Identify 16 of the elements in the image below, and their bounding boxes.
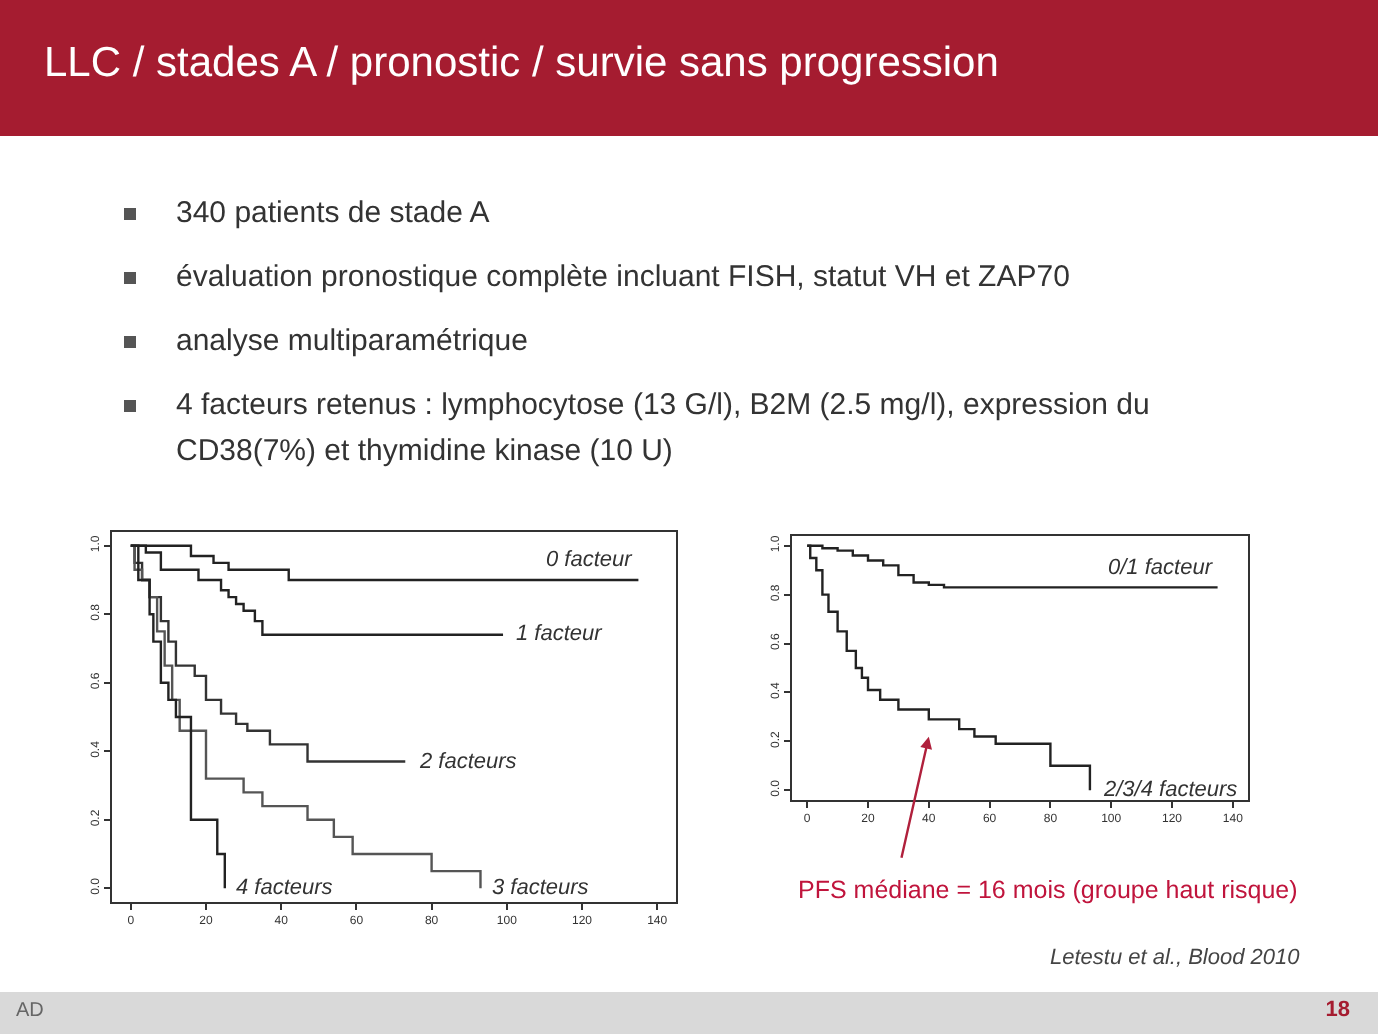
series-label: 0/1 facteur (1108, 556, 1215, 580)
text: PFS médiane = 16 mois (groupe haut risque) (798, 876, 1298, 904)
series-label: 3 facteurs (492, 876, 590, 900)
series-label: 2/3/4 facteurs (1102, 778, 1239, 802)
series-label: 2 facteurs (418, 750, 518, 774)
series-label: 0 facteur (546, 548, 635, 572)
text: 340 patients de stade A (176, 194, 492, 234)
text: 18 (1325, 998, 1350, 1022)
text: Letestu et al., Blood 2010 (1050, 946, 1300, 970)
text: analyse multiparamétrique (176, 322, 530, 362)
text: 4 facteurs retenus : lymphocytose (13 G/l), B2M (2.5 mg/l), expression du CD38(7%) et thymidine kinase (10 U) (176, 386, 1152, 472)
series-label: 1 facteur (516, 622, 605, 646)
text: AD (16, 1000, 44, 1022)
chart-title: LLC / stades A / pronostic / survie sans progression (44, 40, 999, 88)
text: évaluation pronostique complète incluant FISH, statut VH et ZAP70 (176, 258, 1072, 298)
series-label: 4 facteurs (236, 876, 334, 900)
